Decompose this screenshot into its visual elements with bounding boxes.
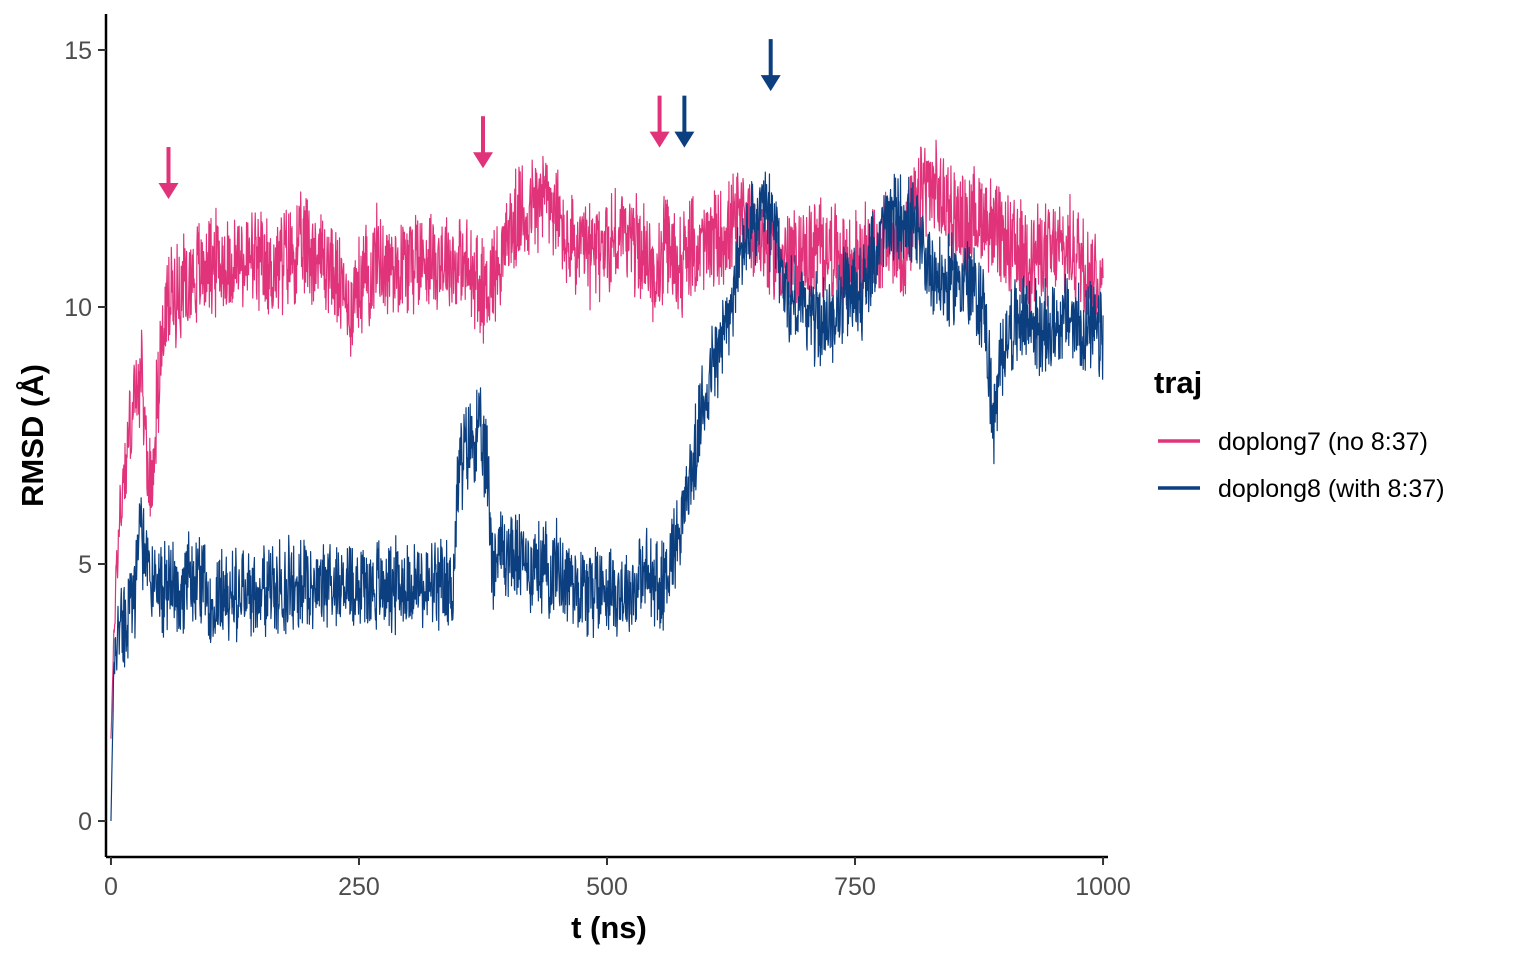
y-tick-label: 5 <box>78 551 92 579</box>
arrow-annotation <box>649 95 670 148</box>
legend-entry: doplong7 (no 8:37) <box>1158 428 1428 456</box>
series-line-1 <box>110 139 1104 739</box>
legend: traj doplong7 (no 8:37) doplong8 (with 8:… <box>1154 365 1445 503</box>
arrow-annotation <box>760 39 781 92</box>
legend-entries: doplong7 (no 8:37) doplong8 (with 8:37) <box>1158 428 1445 503</box>
legend-label: doplong8 (with 8:37) <box>1218 475 1445 503</box>
arrow-annotation <box>472 116 493 169</box>
legend-entry: doplong8 (with 8:37) <box>1158 475 1445 503</box>
x-tick-label: 0 <box>104 873 118 901</box>
ticks-layer: 0 250 500 750 1000 0 5 10 15 <box>64 37 1131 901</box>
y-axis-title: RMSD (Å) <box>15 364 50 507</box>
legend-title: traj <box>1154 365 1202 400</box>
legend-label: doplong7 (no 8:37) <box>1218 428 1428 456</box>
series-line-2 <box>110 171 1104 822</box>
x-tick-label: 250 <box>338 873 380 901</box>
x-tick-label: 750 <box>834 873 876 901</box>
x-tick-label: 500 <box>586 873 628 901</box>
arrow-annotation <box>674 95 695 148</box>
annotation-layer <box>158 39 781 200</box>
x-axis-title: t (ns) <box>571 910 647 945</box>
series-layer <box>110 139 1104 822</box>
y-tick-label: 15 <box>64 37 92 65</box>
x-tick-label: 1000 <box>1075 873 1131 901</box>
arrow-annotation <box>158 147 179 200</box>
y-tick-label: 0 <box>78 808 92 836</box>
axes-layer <box>104 14 1108 859</box>
y-tick-label: 10 <box>64 294 92 322</box>
